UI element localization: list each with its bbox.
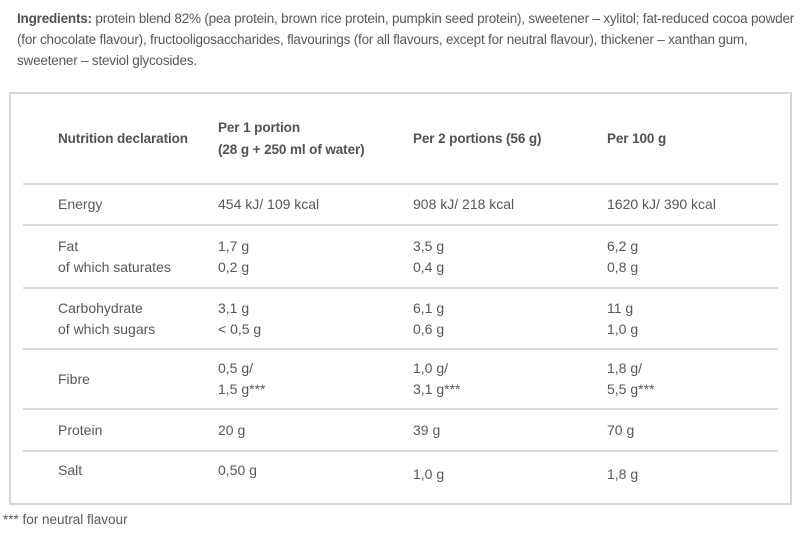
cell-line: 39 g bbox=[413, 421, 441, 438]
cell-line: 454 kJ/ 109 kcal bbox=[218, 196, 320, 212]
table-row-salt: Salt 0,50 g 1,0 g 1,8 g bbox=[11, 452, 790, 503]
ingredients-text: protein blend 82% (pea protein, brown ri… bbox=[17, 11, 795, 68]
cell-line: 0,50 g bbox=[218, 462, 257, 478]
row-divider bbox=[23, 348, 778, 350]
cell-line: 0,8 g bbox=[607, 258, 639, 275]
cell-line: 0,4 g bbox=[413, 258, 445, 275]
cell-line: 11 g bbox=[607, 299, 634, 316]
row-label-cell: Carbohydrate of which sugars bbox=[58, 298, 218, 340]
cell-line: Fibre bbox=[58, 370, 90, 387]
row-label-cell: Fibre bbox=[58, 369, 218, 390]
cell-line: 1,0 g bbox=[413, 466, 445, 482]
row-divider bbox=[23, 183, 778, 185]
cell-line: Protein bbox=[58, 421, 103, 438]
value-cell: 70 g bbox=[607, 420, 778, 441]
header-line: Nutrition declaration bbox=[58, 130, 188, 146]
header-cell-per-100g: Per 100 g bbox=[607, 128, 778, 150]
table-row-protein: Protein 20 g 39 g 70 g bbox=[11, 410, 790, 450]
header-line: Per 1 portion bbox=[218, 119, 300, 135]
value-cell: 11 g 1,0 g bbox=[607, 298, 778, 340]
table-row-carbohydrate: Carbohydrate of which sugars 3,1 g < 0,5… bbox=[11, 289, 790, 348]
row-divider bbox=[23, 450, 778, 452]
value-cell: 1620 kJ/ 390 kcal bbox=[607, 194, 778, 215]
row-divider bbox=[23, 224, 778, 226]
row-label-cell: Fat of which saturates bbox=[58, 236, 218, 278]
ingredients-label: Ingredients: bbox=[17, 11, 92, 26]
cell-line: 1,7 g bbox=[218, 237, 250, 254]
table-row-energy: Energy 454 kJ/ 109 kcal 908 kJ/ 218 kcal… bbox=[11, 185, 790, 224]
row-divider bbox=[23, 408, 778, 410]
cell-line: 6,1 g bbox=[413, 299, 445, 316]
cell-line: 1,0 g/ bbox=[413, 360, 449, 376]
table-row-fat: Fat of which saturates 1,7 g 0,2 g 3,5 g… bbox=[11, 226, 790, 287]
cell-line: 1,8 g bbox=[607, 466, 639, 482]
cell-line: 6,2 g bbox=[607, 237, 639, 254]
header-cell-per-1-portion: Per 1 portion (28 g + 250 ml of water) bbox=[218, 117, 413, 161]
cell-line: < 0,5 g bbox=[218, 320, 262, 337]
cell-line: of which saturates bbox=[58, 258, 171, 275]
cell-line: Fat bbox=[58, 237, 79, 254]
cell-line: 5,5 g*** bbox=[607, 381, 655, 397]
header-line: Per 2 portions (56 g) bbox=[413, 130, 542, 146]
value-cell: 1,8 g/ 5,5 g*** bbox=[607, 358, 778, 400]
cell-line: 0,5 g/ bbox=[218, 360, 254, 376]
ingredients-paragraph: Ingredients: protein blend 82% (pea prot… bbox=[17, 8, 800, 71]
value-cell: 0,5 g/ 1,5 g*** bbox=[218, 358, 413, 400]
table-header-row: Nutrition declaration Per 1 portion (28 … bbox=[11, 94, 790, 183]
header-line: (28 g + 250 ml of water) bbox=[218, 141, 365, 157]
cell-line: 70 g bbox=[607, 421, 635, 438]
cell-line: of which sugars bbox=[58, 320, 156, 337]
cell-line: 3,1 g*** bbox=[413, 381, 461, 397]
cell-line: 20 g bbox=[218, 421, 246, 438]
header-cell-nutrition-declaration: Nutrition declaration bbox=[58, 128, 218, 150]
footnote-neutral-flavour: *** for neutral flavour bbox=[3, 512, 128, 527]
value-cell: 6,2 g 0,8 g bbox=[607, 236, 778, 278]
value-cell: 3,1 g < 0,5 g bbox=[218, 298, 413, 340]
value-cell: 454 kJ/ 109 kcal bbox=[218, 194, 413, 215]
value-cell: 3,5 g 0,4 g bbox=[413, 236, 607, 278]
nutrition-table: Nutrition declaration Per 1 portion (28 … bbox=[9, 92, 792, 505]
table-row-fibre: Fibre 0,5 g/ 1,5 g*** 1,0 g/ 3,1 g*** 1,… bbox=[11, 350, 790, 408]
value-cell: 908 kJ/ 218 kcal bbox=[413, 194, 607, 215]
cell-line: 3,1 g bbox=[218, 299, 250, 316]
value-cell: 20 g bbox=[218, 420, 413, 441]
value-cell: 6,1 g 0,6 g bbox=[413, 298, 607, 340]
cell-line: 3,5 g bbox=[413, 237, 445, 254]
value-cell: 1,0 g/ 3,1 g*** bbox=[413, 358, 607, 400]
cell-line: Carbohydrate bbox=[58, 299, 143, 316]
row-label-cell: Energy bbox=[58, 194, 218, 215]
value-cell: 39 g bbox=[413, 420, 607, 441]
value-cell: 1,7 g 0,2 g bbox=[218, 236, 413, 278]
cell-line: 0,6 g bbox=[413, 320, 445, 337]
header-line: Per 100 g bbox=[607, 130, 667, 146]
cell-line: 0,2 g bbox=[218, 258, 250, 275]
cell-line: 1,5 g*** bbox=[218, 381, 266, 397]
value-cell: 1,8 g bbox=[607, 460, 778, 482]
value-cell: 0,50 g bbox=[218, 460, 413, 481]
header-cell-per-2-portions: Per 2 portions (56 g) bbox=[413, 128, 607, 150]
cell-line: 1620 kJ/ 390 kcal bbox=[607, 196, 716, 212]
row-divider bbox=[23, 287, 778, 289]
cell-line: 908 kJ/ 218 kcal bbox=[413, 196, 515, 212]
cell-line: Salt bbox=[58, 462, 83, 478]
row-label-cell: Protein bbox=[58, 420, 218, 441]
value-cell: 1,0 g bbox=[413, 460, 607, 482]
row-label-cell: Salt bbox=[58, 460, 218, 481]
cell-line: 1,8 g/ bbox=[607, 360, 643, 376]
cell-line: Energy bbox=[58, 196, 103, 212]
cell-line: 1,0 g bbox=[607, 320, 639, 337]
